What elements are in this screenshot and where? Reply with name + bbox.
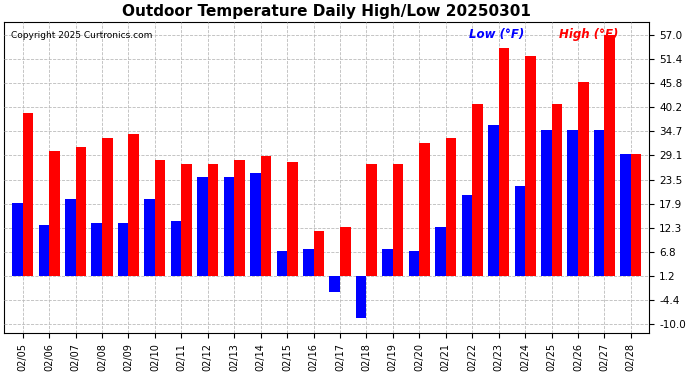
Bar — [234, 160, 245, 276]
Bar — [604, 35, 615, 276]
Bar — [551, 104, 562, 276]
Bar — [340, 227, 351, 276]
Bar — [382, 249, 393, 276]
Bar — [39, 225, 49, 276]
Bar — [49, 152, 60, 276]
Bar — [313, 231, 324, 276]
Bar — [420, 143, 430, 276]
Bar — [366, 164, 377, 276]
Bar — [393, 164, 404, 276]
Bar — [567, 130, 578, 276]
Bar — [287, 162, 297, 276]
Text: Low (°F): Low (°F) — [469, 28, 524, 41]
Bar — [329, 276, 340, 292]
Bar — [435, 227, 446, 276]
Bar — [631, 154, 642, 276]
Bar — [541, 130, 551, 276]
Bar — [208, 164, 218, 276]
Bar — [197, 177, 208, 276]
Bar — [462, 195, 472, 276]
Bar — [170, 220, 181, 276]
Bar — [499, 48, 509, 276]
Bar — [620, 154, 631, 276]
Bar — [155, 160, 166, 276]
Bar — [515, 186, 525, 276]
Bar — [128, 134, 139, 276]
Text: High (°F): High (°F) — [559, 28, 618, 41]
Bar — [446, 138, 456, 276]
Bar — [23, 112, 33, 276]
Title: Outdoor Temperature Daily High/Low 20250301: Outdoor Temperature Daily High/Low 20250… — [122, 4, 531, 19]
Bar — [578, 82, 589, 276]
Bar — [144, 199, 155, 276]
Bar — [488, 126, 499, 276]
Bar — [356, 276, 366, 318]
Bar — [102, 138, 112, 276]
Bar — [92, 223, 102, 276]
Bar — [303, 249, 313, 276]
Bar — [472, 104, 483, 276]
Bar — [277, 251, 287, 276]
Bar — [408, 251, 420, 276]
Bar — [261, 156, 271, 276]
Bar — [65, 199, 76, 276]
Bar — [525, 56, 535, 276]
Bar — [250, 173, 261, 276]
Text: Copyright 2025 Curtronics.com: Copyright 2025 Curtronics.com — [10, 31, 152, 40]
Bar — [224, 177, 234, 276]
Bar — [181, 164, 192, 276]
Bar — [76, 147, 86, 276]
Bar — [594, 130, 604, 276]
Bar — [118, 223, 128, 276]
Bar — [12, 203, 23, 276]
